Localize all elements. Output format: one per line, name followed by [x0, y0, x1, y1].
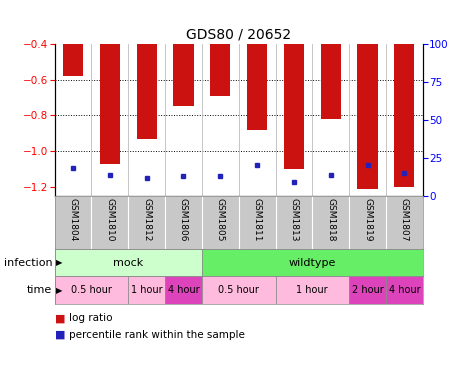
Text: 0.5 hour: 0.5 hour: [218, 285, 259, 295]
Text: GSM1818: GSM1818: [326, 198, 335, 242]
Bar: [394, 44, 415, 187]
Text: GSM1804: GSM1804: [68, 198, 77, 242]
Text: ■: ■: [55, 330, 65, 340]
Bar: [100, 44, 120, 164]
Bar: [173, 44, 194, 107]
Text: 2 hour: 2 hour: [352, 285, 383, 295]
Text: 4 hour: 4 hour: [168, 285, 200, 295]
Text: ■: ■: [55, 313, 65, 324]
Bar: [247, 44, 267, 130]
Text: 0.5 hour: 0.5 hour: [71, 285, 112, 295]
Bar: [386, 276, 423, 304]
Text: 4 hour: 4 hour: [389, 285, 420, 295]
Text: GSM1805: GSM1805: [216, 198, 225, 242]
Text: percentile rank within the sample: percentile rank within the sample: [69, 330, 245, 340]
Bar: [357, 44, 378, 188]
Bar: [284, 44, 304, 169]
Bar: [63, 44, 83, 76]
Text: GSM1811: GSM1811: [253, 198, 262, 242]
Bar: [165, 276, 202, 304]
Bar: [276, 276, 349, 304]
Bar: [349, 276, 386, 304]
Text: GSM1812: GSM1812: [142, 198, 151, 242]
Text: ▶: ▶: [56, 285, 62, 295]
Text: mock: mock: [113, 258, 143, 268]
Bar: [55, 249, 202, 276]
Text: 1 hour: 1 hour: [296, 285, 328, 295]
Text: time: time: [27, 285, 52, 295]
Text: ▶: ▶: [56, 258, 62, 267]
Text: 1 hour: 1 hour: [131, 285, 162, 295]
Text: GSM1813: GSM1813: [289, 198, 298, 242]
Bar: [136, 44, 157, 139]
Bar: [210, 44, 230, 96]
Text: GSM1807: GSM1807: [400, 198, 409, 242]
Text: GSM1810: GSM1810: [105, 198, 114, 242]
Bar: [55, 276, 128, 304]
Bar: [202, 276, 276, 304]
Text: GSM1806: GSM1806: [179, 198, 188, 242]
Text: wildtype: wildtype: [289, 258, 336, 268]
Text: infection: infection: [4, 258, 52, 268]
Bar: [202, 249, 423, 276]
Text: GSM1819: GSM1819: [363, 198, 372, 242]
Bar: [321, 44, 341, 119]
Title: GDS80 / 20652: GDS80 / 20652: [186, 27, 291, 41]
Bar: [128, 276, 165, 304]
Text: log ratio: log ratio: [69, 313, 113, 324]
